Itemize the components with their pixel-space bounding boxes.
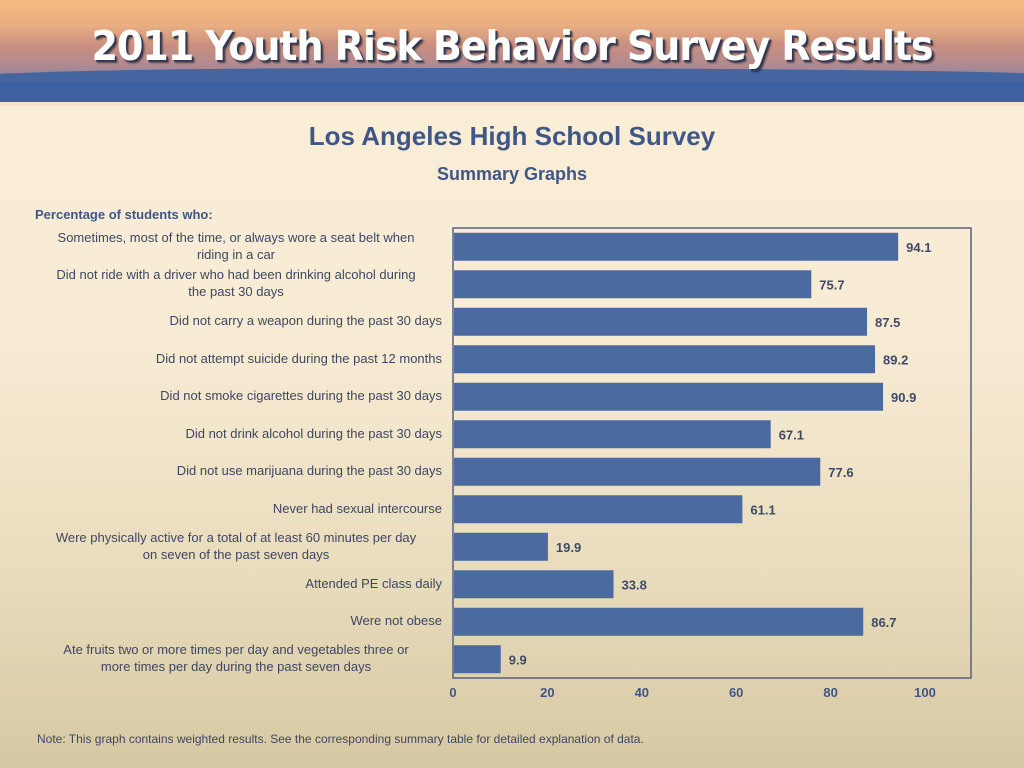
category-label: Did not attempt suicide during the past … xyxy=(30,350,442,367)
category-label: Did not drink alcohol during the past 30… xyxy=(30,425,442,442)
bar xyxy=(454,495,743,524)
bar xyxy=(454,382,884,411)
x-tick-label: 20 xyxy=(540,685,554,700)
bar-value-label: 33.8 xyxy=(622,577,647,592)
x-tick-label: 40 xyxy=(635,685,649,700)
y-axis-header: Percentage of students who: xyxy=(35,207,213,222)
category-label-line: Ate fruits two or more times per day and… xyxy=(63,642,409,658)
category-label: Never had sexual intercourse xyxy=(30,500,442,517)
plot-frame xyxy=(452,227,972,679)
bar-value-label: 67.1 xyxy=(779,427,804,442)
bar-value-label: 94.1 xyxy=(906,240,931,255)
x-tick-label: 80 xyxy=(823,685,837,700)
category-label-line: Did not carry a weapon during the past 3… xyxy=(169,313,442,329)
category-label-line: Sometimes, most of the time, or always w… xyxy=(57,229,415,245)
banner-ridge xyxy=(0,82,1024,102)
category-label-line: Did not ride with a driver who had been … xyxy=(56,267,416,283)
chart-title: Los Angeles High School Survey xyxy=(308,121,716,151)
bar xyxy=(454,570,614,599)
footnote: Note: This graph contains weighted resul… xyxy=(37,732,644,746)
banner-title: 2011 Youth Risk Behavior Survey Results xyxy=(91,22,933,70)
category-label-line: the past 30 days xyxy=(188,284,284,300)
banner: 2011 Youth Risk Behavior Survey Results xyxy=(0,0,1024,102)
category-label: Did not carry a weapon during the past 3… xyxy=(30,312,442,329)
bar xyxy=(454,345,876,374)
bar xyxy=(454,607,864,636)
category-label: Did not use marijuana during the past 30… xyxy=(30,462,442,479)
value-labels-group: 94.1 75.7 87.5 89.2 90.9 67.1 77.6 61.1 19.9 33.8… xyxy=(509,240,932,668)
category-label: Attended PE class daily xyxy=(30,575,442,592)
bar xyxy=(454,645,501,674)
category-label: Ate fruits two or more times per day and… xyxy=(30,641,442,675)
category-label: Did not ride with a driver who had been … xyxy=(30,266,442,300)
bar xyxy=(454,457,821,486)
bars-group xyxy=(454,232,899,674)
bar xyxy=(454,532,548,561)
category-label-line: Did not smoke cigarettes during the past… xyxy=(160,388,442,404)
category-label-line: Were not obese xyxy=(350,613,442,629)
category-label-line: Were physically active for a total of at… xyxy=(55,529,417,545)
banner-divider xyxy=(0,102,1024,106)
category-label-line: more times per day during the past seven… xyxy=(100,659,372,675)
bar-value-label: 75.7 xyxy=(819,277,844,292)
category-label: Were physically active for a total of at… xyxy=(30,529,442,563)
category-label-line: on seven of the past seven days xyxy=(142,546,330,562)
bar-value-label: 90.9 xyxy=(891,390,916,405)
bar-value-label: 19.9 xyxy=(556,540,581,555)
bar xyxy=(454,307,867,336)
category-label-line: Never had sexual intercourse xyxy=(272,500,442,516)
category-label-line: Attended PE class daily xyxy=(305,575,442,591)
x-tick-label: 60 xyxy=(729,685,743,700)
bar-value-label: 77.6 xyxy=(828,465,853,480)
bar-value-label: 9.9 xyxy=(509,652,527,667)
x-axis-ticks-group: 0 20 40 60 80 100 xyxy=(449,685,935,700)
bar-value-label: 87.5 xyxy=(875,315,900,330)
x-tick-label: 0 xyxy=(449,685,456,700)
bar xyxy=(454,420,771,449)
bar xyxy=(454,232,899,261)
category-label-line: riding in a car xyxy=(196,246,276,262)
bar-value-label: 61.1 xyxy=(750,502,775,517)
category-label-line: Did not use marijuana during the past 30… xyxy=(176,463,442,479)
chart-subtitle: Summary Graphs xyxy=(436,164,588,184)
bar-value-label: 86.7 xyxy=(871,615,896,630)
category-label-line: Did not attempt suicide during the past … xyxy=(155,350,442,366)
category-label: Did not smoke cigarettes during the past… xyxy=(30,387,442,404)
x-tick-label: 100 xyxy=(914,685,936,700)
bar xyxy=(454,270,812,299)
category-label: Sometimes, most of the time, or always w… xyxy=(30,229,442,263)
category-label: Were not obese xyxy=(30,612,442,629)
category-label-line: Did not drink alcohol during the past 30… xyxy=(185,425,442,441)
bar-value-label: 89.2 xyxy=(883,352,908,367)
